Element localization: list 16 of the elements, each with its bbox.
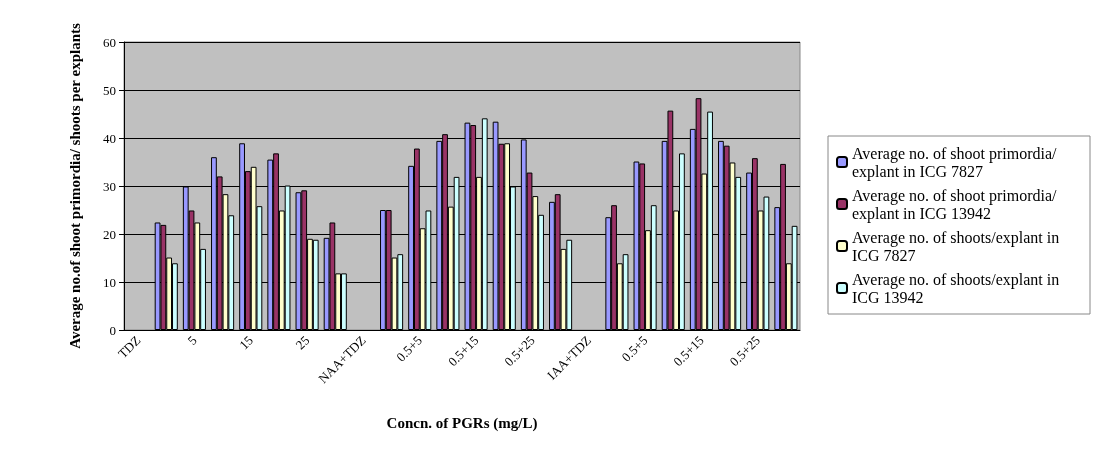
y-tick-label: 40 <box>103 130 116 146</box>
y-tick-label: 30 <box>103 178 116 194</box>
x-tick-label: 25 <box>292 332 313 353</box>
legend-label: Average no. of shoot primordia/explant in ICG 7827 <box>852 144 1058 181</box>
y-tick-label: 20 <box>103 226 116 242</box>
y-axis-title: Average no.of shoot primordia/ shoots per explants <box>67 23 83 349</box>
y-tick-label: 50 <box>103 82 116 98</box>
x-tick-label: 5 <box>184 332 200 348</box>
legend-label: Average no. of shoots/explant in ICG 7827 <box>852 228 1064 264</box>
x-tick-label: 15 <box>236 332 257 353</box>
y-tick-label: 0 <box>109 322 116 338</box>
y-tick-label: 60 <box>103 34 116 50</box>
legend-label: Average no. of shoots/explant in ICG 13942 <box>852 270 1064 306</box>
legend-label: Average no. of shoot primordia/explant in ICG 13942 <box>852 186 1058 223</box>
x-axis-title: Concn. of PGRs (mg/L) <box>386 414 538 432</box>
y-tick-label: 10 <box>103 274 116 290</box>
